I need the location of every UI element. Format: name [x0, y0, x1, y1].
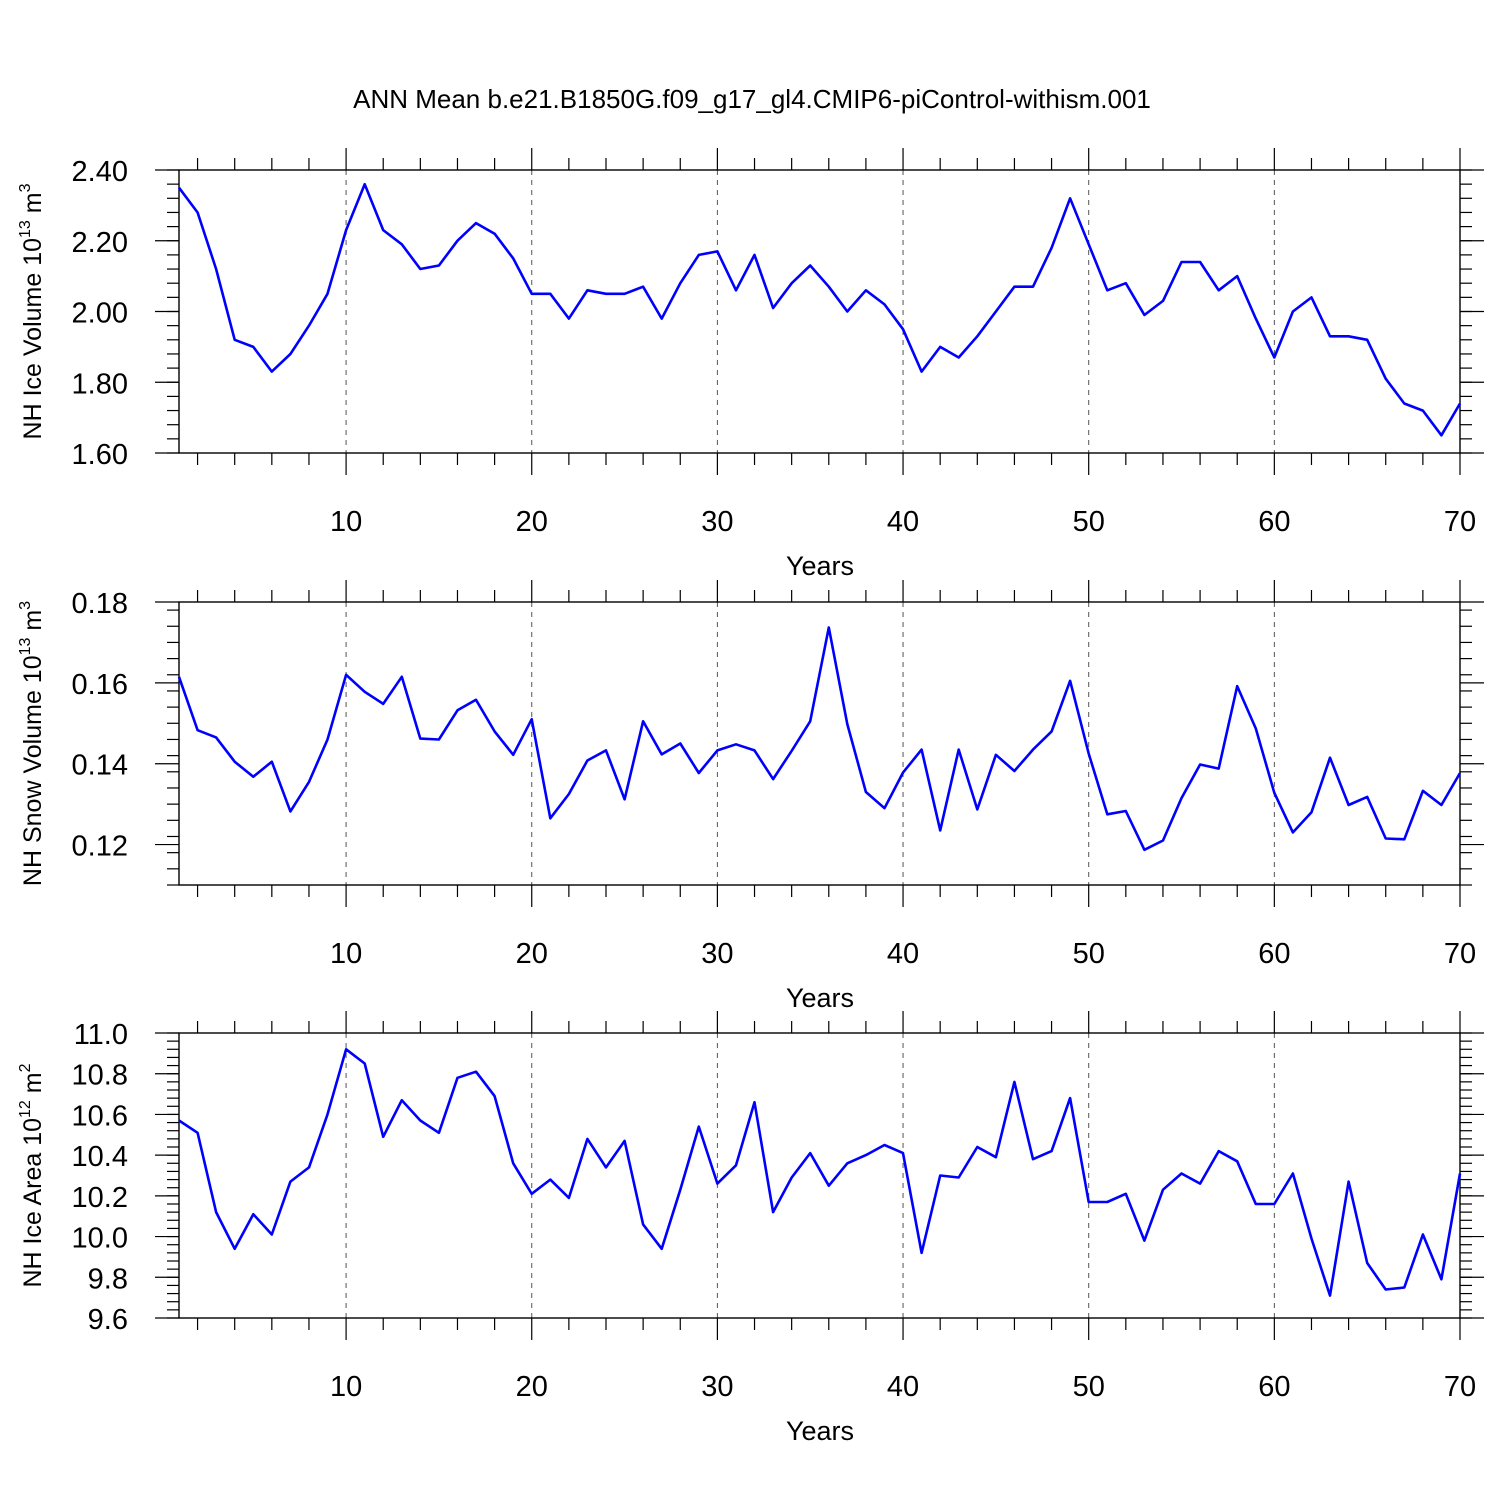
x-tick-label: 70	[1444, 1371, 1476, 1403]
y-tick-label: 1.60	[72, 439, 128, 471]
y-axis-label-unit: m	[19, 192, 47, 220]
x-tick-label: 10	[330, 938, 362, 970]
y-tick-label: 9.8	[88, 1263, 128, 1295]
plot-frame	[178, 169, 1461, 454]
y-axis-label-exponent: 13	[17, 220, 34, 238]
x-tick-label: 20	[516, 506, 548, 538]
y-tick-label: 0.14	[72, 750, 128, 782]
series-line-1	[178, 1048, 1462, 1297]
y-axis-label-unit-exponent: 2	[17, 1063, 34, 1072]
y-tick-label: 0.12	[72, 831, 128, 863]
x-tick-label: 40	[887, 938, 919, 970]
x-tick-label: 60	[1258, 938, 1290, 970]
y-axis-label: NH Snow Volume 1013 m3	[17, 601, 47, 886]
y-tick-label: 11.0	[74, 1019, 128, 1051]
y-axis-label-exponent: 12	[17, 1100, 34, 1118]
y-axis-label-unit: m	[19, 610, 47, 638]
y-tick-label: 2.40	[72, 156, 128, 188]
x-tick-label: 30	[701, 938, 733, 970]
x-axis-label: Years	[786, 1416, 854, 1446]
y-tick-label: 2.00	[72, 298, 128, 330]
series-line-1	[177, 182, 1462, 437]
x-axis-label: Years	[786, 551, 854, 581]
y-tick-label: 10.0	[72, 1223, 128, 1255]
y-axis-label-unit-exponent: 3	[17, 183, 34, 192]
x-tick-label: 50	[1073, 938, 1105, 970]
plot-frame	[178, 1032, 1461, 1319]
x-tick-label: 30	[701, 1371, 733, 1403]
panel-2: 10 20 30 40 50 60 70 0.12 0.14 0.16 0.18 Years NH Sn…	[17, 580, 1484, 1013]
x-tick-label: 30	[701, 506, 733, 538]
y-axis-label: NH Ice Volume 1013 m3	[17, 183, 47, 439]
x-axis-label: Years	[786, 983, 854, 1013]
x-tick-label: 20	[516, 938, 548, 970]
x-tick-label: 20	[516, 1371, 548, 1403]
y-axis-label-main: NH Ice Volume 10	[19, 238, 47, 440]
series-line-1	[177, 626, 1462, 852]
x-tick-label: 10	[330, 506, 362, 538]
y-axis-label-unit: m	[19, 1072, 47, 1100]
y-tick-label: 10.4	[72, 1141, 128, 1173]
x-tick-label: 50	[1073, 506, 1105, 538]
y-axis-label-unit-exponent: 3	[17, 601, 34, 610]
panel-1: 10 20 30 40 50 60 70 1.60 1.80 2.00 2.20 2.40 Years N…	[17, 148, 1484, 581]
y-tick-label: 0.16	[72, 669, 128, 701]
y-tick-label: 1.80	[72, 368, 128, 400]
panel-3: 10 20 30 40 50 60 70 9.6 9.8 10.0 10.2 10.4 10.6 10.8…	[17, 1011, 1484, 1446]
y-tick-label: 2.20	[72, 227, 128, 259]
x-tick-label: 60	[1258, 506, 1290, 538]
x-tick-label: 50	[1073, 1371, 1105, 1403]
plot-frame	[178, 601, 1461, 886]
y-tick-label: 10.2	[72, 1182, 128, 1214]
y-tick-label: 9.6	[88, 1304, 128, 1336]
y-tick-label: 0.18	[72, 588, 128, 620]
x-tick-label: 70	[1444, 506, 1476, 538]
x-tick-label: 40	[887, 1371, 919, 1403]
y-axis-label-main: NH Ice Area 10	[19, 1118, 47, 1288]
x-tick-label: 60	[1258, 1371, 1290, 1403]
x-tick-label: 70	[1444, 938, 1476, 970]
y-tick-label: 10.8	[72, 1060, 128, 1092]
x-tick-label: 40	[887, 506, 919, 538]
y-axis-label-exponent: 13	[17, 638, 34, 656]
x-tick-label: 10	[330, 1371, 362, 1403]
chart-title: ANN Mean b.e21.B1850G.f09_g17_gl4.CMIP6-…	[353, 84, 1151, 114]
y-tick-label: 10.6	[72, 1100, 128, 1132]
y-axis-label-main: NH Snow Volume 10	[19, 655, 47, 886]
y-axis-label: NH Ice Area 1012 m2	[17, 1063, 47, 1287]
